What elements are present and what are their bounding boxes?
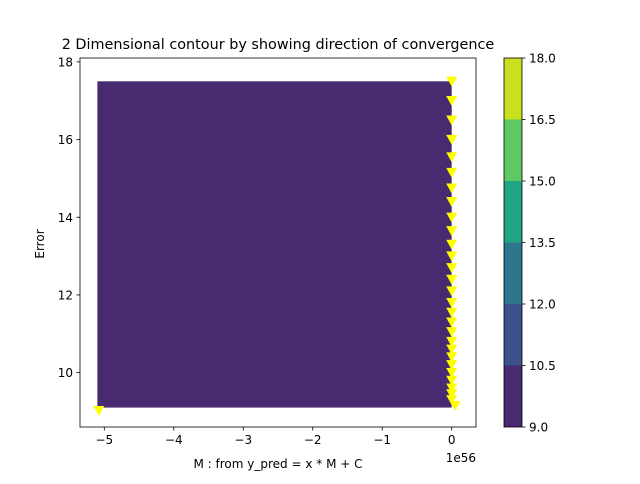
y-tick-label: 14: [58, 211, 73, 225]
y-tick-label: 12: [58, 288, 73, 302]
colorbar-tick-label: 10.5: [529, 359, 556, 373]
axes-frame: [79, 57, 477, 428]
convergence-marker: [446, 395, 458, 406]
convergence-marker: [446, 183, 458, 194]
colorbar: 9.0 10.5 12.0 13.5 15.0 16.5 18.0: [503, 52, 556, 435]
convergence-marker: [93, 406, 105, 416]
convergence-marker: [446, 263, 458, 273]
convergence-marker: [446, 344, 458, 355]
convergence-marker: [446, 375, 458, 386]
convergence-marker: [446, 352, 458, 363]
convergence-marker: [446, 226, 458, 237]
chart-title: 2 Dimensional contour by showing directi…: [62, 37, 495, 53]
convergence-marker: [446, 212, 458, 223]
colorbar-band: [504, 242, 522, 304]
x-axis-label: M : from y_pred = x * M + C: [194, 457, 363, 471]
convergence-marker: [449, 400, 461, 411]
contour-fill: [97, 81, 452, 408]
y-tick-label: 18: [58, 55, 73, 69]
convergence-marker: [446, 239, 458, 250]
convergence-marker: [446, 134, 458, 145]
colorbar-tick-label: 12.0: [529, 298, 556, 312]
convergence-marker: [446, 327, 458, 338]
colorbar-tick-label: 13.5: [529, 236, 556, 250]
convergence-marker: [446, 167, 458, 178]
x-tick-label: 0: [448, 433, 456, 447]
convergence-marker: [446, 251, 458, 262]
convergence-marker: [446, 389, 458, 400]
convergence-marker: [446, 115, 458, 126]
convergence-marker: [446, 274, 458, 285]
convergence-marker: [446, 197, 458, 207]
convergence-marker: [446, 298, 458, 308]
x-tick-label: −3: [234, 433, 252, 447]
convergence-marker: [446, 307, 458, 318]
colorbar-tick-label: 16.5: [529, 113, 556, 127]
colorbar-band: [504, 304, 522, 366]
convergence-marker: [446, 76, 458, 87]
x-axis-offset-text: 1e56: [446, 451, 476, 465]
convergence-marker: [446, 317, 458, 328]
convergence-marker: [446, 383, 458, 394]
x-tick-label: −1: [373, 433, 391, 447]
colorbar-band: [504, 365, 522, 427]
colorbar-band: [504, 181, 522, 243]
colorbar-band: [504, 58, 522, 120]
colorbar-tick-label: 9.0: [529, 421, 548, 435]
convergence-marker: [446, 367, 458, 378]
convergence-marker: [446, 336, 458, 347]
colorbar-tick-label: 18.0: [529, 52, 556, 66]
y-tick-label: 10: [58, 366, 73, 380]
colorbar-band: [504, 119, 522, 181]
x-tick-label: −2: [304, 433, 322, 447]
plot-area: −5 −4 −3 −2 −1 0 10 12 14 16 18: [58, 55, 477, 447]
x-tick-label: −4: [165, 433, 183, 447]
convergence-marker: [446, 360, 458, 371]
convergence-marker: [446, 286, 458, 297]
convergence-marker: [446, 152, 458, 163]
y-tick-label: 16: [58, 133, 73, 147]
y-axis-label: Error: [33, 229, 47, 258]
convergence-marker: [446, 96, 458, 106]
x-tick-label: −5: [95, 433, 113, 447]
colorbar-tick-label: 15.0: [529, 175, 556, 189]
